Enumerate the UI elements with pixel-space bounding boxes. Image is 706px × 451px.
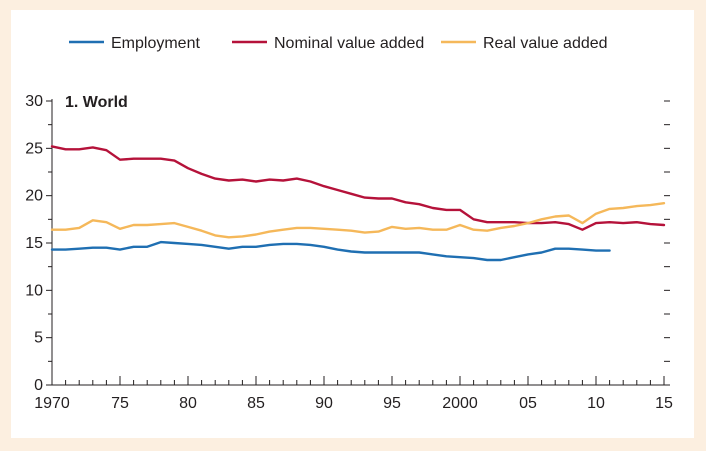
y-tick-label: 5 (34, 330, 43, 347)
x-tick-label: 85 (247, 395, 265, 412)
x-tick-label: 1970 (34, 395, 70, 412)
x-tick-label: 75 (111, 395, 129, 412)
series-group (50, 145, 666, 262)
legend: Employment Nominal value added Real value … (69, 35, 608, 52)
x-tick-label: 15 (655, 395, 673, 412)
series-line-employment (50, 240, 611, 262)
y-tick-label: 25 (25, 140, 43, 157)
chart-frame: Employment Nominal value added Real value … (11, 10, 694, 438)
x-tick-label: 10 (587, 395, 605, 412)
series-line-nominal-value-added (50, 145, 666, 231)
x-tick-label: 80 (179, 395, 197, 412)
y-tick-label: 15 (25, 235, 43, 252)
x-tick-label: 90 (315, 395, 333, 412)
panel-title: 1. World (65, 94, 128, 111)
x-tick-label: 95 (383, 395, 401, 412)
y-tick-label: 30 (25, 93, 43, 110)
y-tick-label: 0 (34, 377, 43, 394)
y-tick-label: 20 (25, 188, 43, 205)
x-tick-label: 05 (519, 395, 537, 412)
legend-label-employment: Employment (111, 35, 200, 52)
legend-label-nominal-value-added: Nominal value added (274, 35, 424, 52)
x-tick-label: 2000 (442, 395, 478, 412)
legend-label-real-value-added: Real value added (483, 35, 608, 52)
series-line-real-value-added (50, 201, 666, 239)
y-tick-label: 10 (25, 282, 43, 299)
line-chart: Employment Nominal value added Real value … (25, 35, 673, 412)
